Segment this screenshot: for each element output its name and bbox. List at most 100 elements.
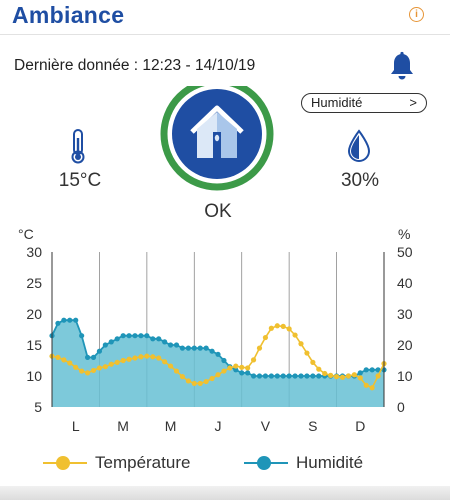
humidity-point [363,367,369,373]
humidity-point [245,370,251,376]
temperature-point [61,357,67,363]
ambiance-chart: °C % 5 10 15 20 25 30 0 10 20 30 40 50 L M M J V S D [18,226,413,434]
left-tick-label: 5 [34,399,42,415]
x-tick-label: D [355,418,365,434]
legend-label-temperature: Température [95,453,191,472]
x-tick-label: J [215,418,222,434]
right-tick-label: 0 [397,399,405,415]
temperature-point [268,325,274,331]
footer-bar [0,486,450,500]
temperature-point [351,372,357,378]
temperature-point [156,355,162,361]
humidity-point [256,373,263,379]
humidity-point [304,373,310,379]
humidity-point [250,373,257,379]
temperature-point [274,323,280,329]
temperature-point [245,365,251,371]
humidity-point [191,345,197,351]
temperature-point [345,373,352,379]
left-tick-label: 30 [26,244,42,260]
temperature-point [179,374,186,380]
temperature-point [120,357,126,364]
humidity-point [150,336,156,342]
temperature-point [150,354,156,360]
humidity-point [292,373,298,379]
humidity-point [179,345,186,351]
humidity-point [73,317,79,323]
temperature-point [363,382,369,388]
humidity-point [55,320,61,326]
humidity-point [173,342,180,348]
humidity-point [310,373,316,379]
humidity-point [120,333,126,339]
legend-label-humidity: Humidité [296,453,364,472]
humidity-point [262,373,269,379]
temperature-point [339,374,346,380]
left-tick-label: 15 [26,337,42,353]
left-tick-label: 10 [26,368,42,384]
humidity-point [268,373,274,379]
temperature-point [316,366,322,372]
temperature-point [262,334,269,341]
temperature-point [322,370,328,377]
humidity-point [209,348,215,354]
humidity-point [239,370,245,376]
chevron-right-icon: > [409,95,417,110]
temperature-value: 15°C [58,170,102,191]
humidity-point [108,339,114,345]
temperature-point [144,353,150,359]
humidity-point [215,351,221,357]
temperature-point [227,365,233,371]
temperature-point [79,368,85,374]
temperature-point [114,359,120,365]
humidity-point [298,373,304,379]
humidity-point [197,345,203,351]
temperature-point [197,380,203,387]
legend-item-temperature[interactable]: Température [43,450,233,476]
temperature-point [298,341,304,347]
right-tick-label: 40 [397,275,413,291]
humidity-point [67,317,73,323]
humidity-point [84,354,91,360]
temperature-point [292,332,298,338]
left-tick-label: 20 [26,306,42,322]
humidity-point [144,333,150,339]
temperature-point [209,375,215,382]
right-axis-label: % [398,226,410,242]
thermometer-icon [71,129,85,164]
last-data-timestamp: Dernière donnée : 12:23 - 14/10/19 [14,57,256,74]
right-tick-label: 20 [397,337,413,353]
temperature-point [256,345,263,351]
humidity-point [132,333,138,339]
temperature-point [173,368,180,374]
humidity-point [375,367,381,373]
info-icon[interactable]: i [409,7,424,22]
temperature-point [369,385,375,391]
x-tick-label: M [117,418,129,434]
humidity-point [156,336,162,342]
temperature-point [310,359,316,365]
bell-icon[interactable] [386,50,418,82]
temperature-point [375,373,381,379]
x-tick-label: L [72,418,80,434]
humidity-point [203,345,209,351]
legend-item-humidity[interactable]: Humidité [244,450,404,476]
humidity-point [357,370,363,376]
temperature-point [250,357,257,363]
temperature-point [67,360,73,366]
humidity-point [185,345,191,351]
temperature-point [357,375,363,381]
humidity-point [126,333,132,339]
temperature-point [126,356,132,362]
humidity-point [233,367,239,373]
temperature-point [162,359,168,365]
humidity-point [274,373,280,379]
temperature-point [191,380,197,387]
temperature-point [280,323,286,329]
metric-select[interactable]: Humidité > [301,93,427,113]
x-tick-label: M [165,418,177,434]
humidity-point [96,348,103,354]
temperature-point [138,354,144,360]
temperature-point [167,363,174,369]
temperature-point [221,368,227,374]
